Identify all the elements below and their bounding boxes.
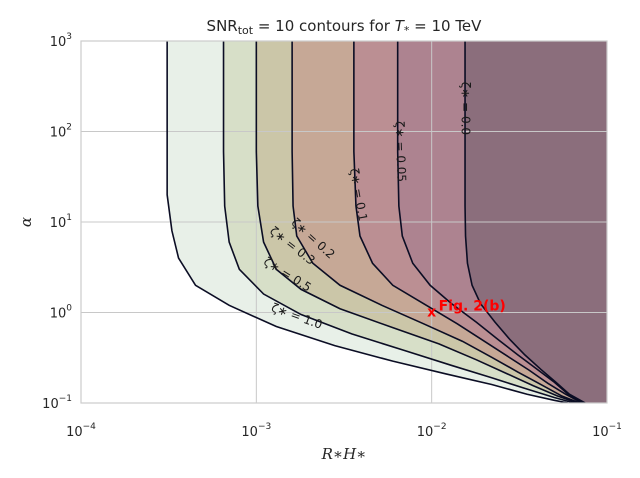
y-tick-labels: 10−1 100 101 102 103: [42, 32, 72, 412]
y-tick-label-1: 100: [50, 304, 73, 322]
contour-line-5: [396, 41, 585, 403]
title-middle: = 10 contours for: [253, 17, 395, 35]
contour-line-6: [464, 41, 586, 403]
title-t: T: [395, 17, 406, 35]
plot-frame: [80, 40, 608, 404]
x-tick-labels: 10−4 10−3 10−2 10−1: [66, 422, 622, 440]
annotation-label: Fig. 2(b): [439, 299, 506, 315]
y-tick-label-2: 101: [50, 213, 72, 231]
title-snr-sub: tot: [238, 24, 254, 37]
title-t-sub: *: [404, 24, 410, 37]
x-tick-label-2: 10−2: [417, 422, 447, 440]
x-tick-label-3: 10−1: [592, 422, 622, 440]
y-axis-label: α: [17, 217, 35, 227]
contour-line-3: [291, 41, 581, 403]
contour-line-4: [353, 41, 583, 403]
x-tick-label-0: 10−4: [66, 422, 96, 440]
chart-title: SNRtot = 10 contours for T* = 10 TeV: [207, 17, 483, 37]
x-tick-label-1: 10−3: [241, 422, 271, 440]
x-axis-label: R∗H∗: [321, 445, 367, 463]
y-tick-label-0: 10−1: [42, 394, 72, 412]
contour-line-1: [222, 41, 575, 403]
annotation-marker: x: [427, 305, 436, 321]
fig-annotation: x Fig. 2(b): [427, 299, 506, 321]
title-suffix: = 10 TeV: [409, 17, 482, 35]
y-tick-label-4: 103: [50, 32, 72, 50]
contour-line-0: [166, 41, 569, 403]
contour-line-2: [255, 41, 578, 403]
y-tick-label-3: 102: [50, 123, 72, 141]
title-snr: SNR: [207, 17, 238, 35]
contour-lines: [166, 41, 586, 403]
contour-label-5: ζ∗ = 0.05: [392, 121, 408, 182]
contour-label-6: ζ∗ = 0.0: [459, 82, 473, 135]
